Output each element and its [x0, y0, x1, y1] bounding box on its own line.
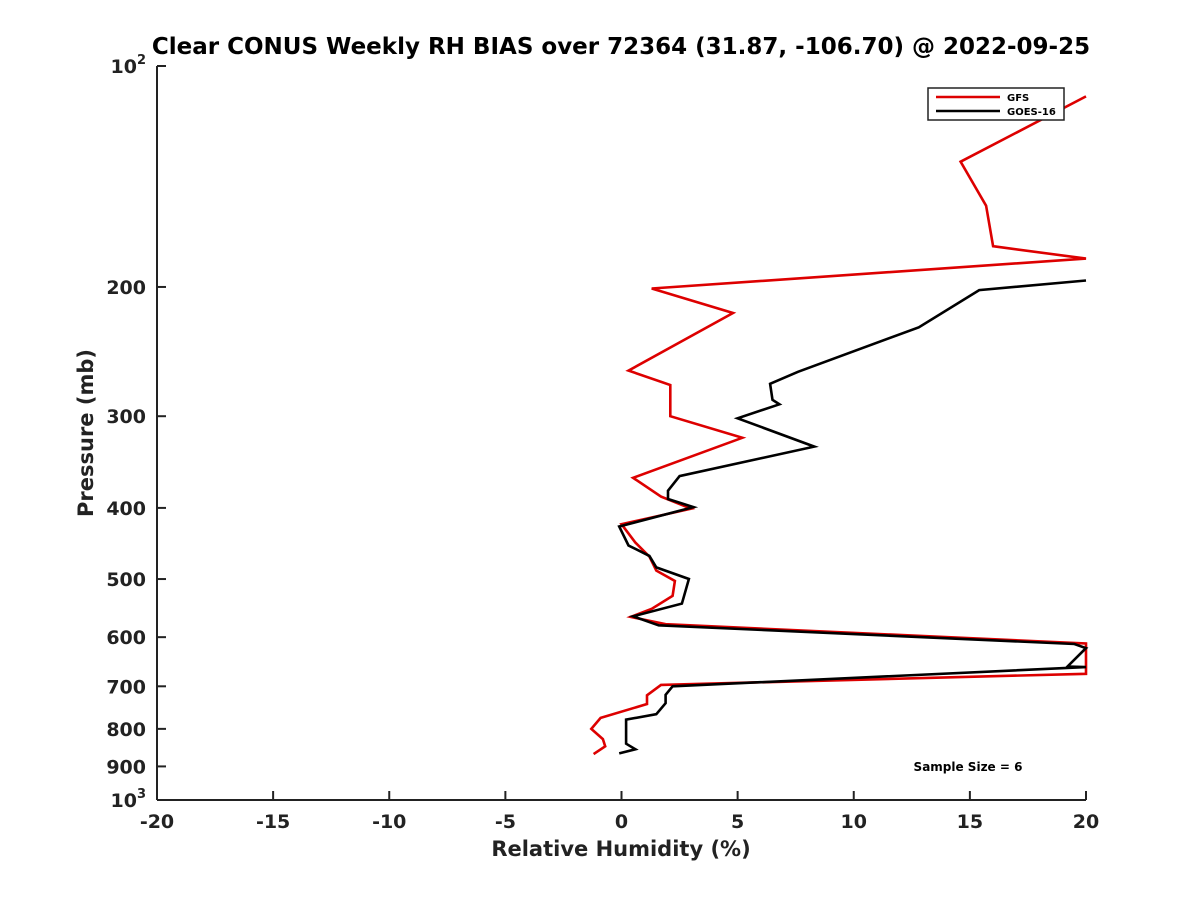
y-tick-label: 400: [106, 498, 146, 520]
y-tick-label: 800: [106, 719, 146, 741]
x-axis-label: Relative Humidity (%): [491, 837, 750, 861]
legend: GFS GOES-16: [927, 87, 1065, 121]
x-tick-label: 20: [1073, 811, 1099, 833]
sample-size-annotation: Sample Size = 6: [914, 760, 1023, 774]
x-tick-label: 0: [615, 811, 628, 833]
y-tick-label: 103: [111, 787, 147, 812]
series-line-goes16: [617, 279, 1089, 755]
y-ticks: 102 200 300 400 500 600 700 800 900 103: [106, 53, 166, 812]
series-line-gfs: [589, 95, 1088, 756]
x-ticks: -20 -15 -10 -5 0 5 10 15 20: [140, 791, 1099, 833]
legend-label-goes16: GOES-16: [1007, 107, 1056, 118]
x-tick-label: -20: [140, 811, 174, 833]
y-tick-label: 200: [106, 277, 146, 299]
y-tick-label: 900: [106, 756, 146, 778]
x-tick-label: -10: [372, 811, 406, 833]
chart-title: Clear CONUS Weekly RH BIAS over 72364 (3…: [152, 34, 1090, 60]
y-tick-label: 700: [106, 676, 146, 698]
legend-label-gfs: GFS: [1007, 93, 1029, 104]
y-tick-label: 300: [106, 406, 146, 428]
x-tick-label: 5: [731, 811, 744, 833]
x-tick-label: -15: [256, 811, 290, 833]
series-layer: [589, 95, 1089, 756]
x-tick-label: 10: [841, 811, 867, 833]
x-tick-label: -5: [495, 811, 516, 833]
x-tick-label: 15: [957, 811, 983, 833]
legend-box: [927, 87, 1065, 121]
y-tick-label: 102: [111, 53, 147, 78]
y-axis-label: Pressure (mb): [74, 349, 98, 517]
y-tick-label: 600: [106, 627, 146, 649]
y-tick-label: 500: [106, 569, 146, 591]
